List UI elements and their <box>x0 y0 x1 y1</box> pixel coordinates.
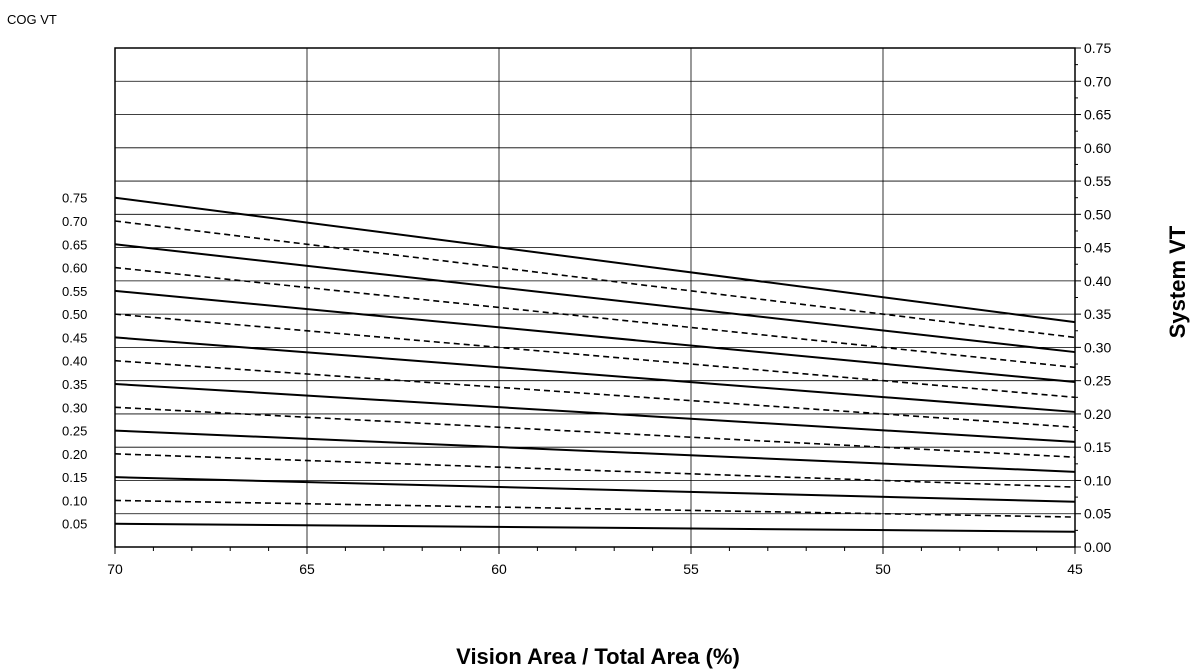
right-tick-label: 0.00 <box>1084 539 1111 555</box>
right-tick-label: 0.60 <box>1084 140 1111 156</box>
left-tick-label: 0.05 <box>62 517 87 532</box>
series-line-cog-0-05 <box>114 522 1076 533</box>
right-tick-label: 0.40 <box>1084 273 1111 289</box>
left-tick-label: 0.15 <box>62 470 87 485</box>
right-tick-label: 0.10 <box>1084 472 1111 488</box>
left-tick-label: 0.75 <box>62 191 87 206</box>
series-line-cog-0-30 <box>114 406 1076 458</box>
right-tick-label: 0.75 <box>1084 40 1111 56</box>
left-tick-label: 0.65 <box>62 237 87 252</box>
left-tick-label: 0.45 <box>62 330 87 345</box>
series-line-cog-0-60 <box>114 266 1076 369</box>
cog-vt-axis-label: COG VT <box>7 12 57 27</box>
grid-layer <box>115 47 1075 548</box>
x-tick-label: 45 <box>1067 561 1083 577</box>
y-axis-title: System VT <box>1165 225 1190 338</box>
series-line-cog-0-70 <box>114 220 1076 339</box>
right-tick-label: 0.05 <box>1084 506 1111 522</box>
left-tick-label: 0.55 <box>62 284 87 299</box>
x-tick-label: 70 <box>107 561 123 577</box>
series-line-cog-0-75 <box>114 196 1076 324</box>
right-tick-label: 0.20 <box>1084 406 1111 422</box>
right-tick-label: 0.55 <box>1084 173 1111 189</box>
x-tick-label: 65 <box>299 561 315 577</box>
left-tick-label: 0.35 <box>62 377 87 392</box>
left-tick-label: 0.60 <box>62 261 87 276</box>
series-line-cog-0-10 <box>114 499 1076 518</box>
x-tick-label: 60 <box>491 561 507 577</box>
left-tick-label: 0.20 <box>62 447 87 462</box>
right-tick-label: 0.70 <box>1084 73 1111 89</box>
x-tick-label: 50 <box>875 561 891 577</box>
ticks-layer: 0.00 0.05 0.10 0.15 0.20 0.25 0.30 0.35 0.40 0.45… <box>62 40 1111 577</box>
right-tick-label: 0.30 <box>1084 339 1111 355</box>
left-tick-label: 0.50 <box>62 307 87 322</box>
right-tick-label: 0.15 <box>1084 439 1111 455</box>
series-line-cog-0-40 <box>114 359 1076 429</box>
x-axis-title: Vision Area / Total Area (%) <box>456 644 740 669</box>
series-line-cog-0-20 <box>114 453 1076 488</box>
series-line-cog-0-15 <box>114 476 1076 503</box>
right-tick-label: 0.25 <box>1084 373 1111 389</box>
series-line-cog-0-45 <box>114 336 1076 413</box>
right-tick-label: 0.45 <box>1084 240 1111 256</box>
right-tick-label: 0.50 <box>1084 206 1111 222</box>
right-tick-label: 0.65 <box>1084 107 1111 123</box>
series-line-cog-0-55 <box>114 289 1076 383</box>
right-tick-label: 0.35 <box>1084 306 1111 322</box>
left-tick-label: 0.10 <box>62 493 87 508</box>
left-tick-label: 0.30 <box>62 400 87 415</box>
series-line-cog-0-50 <box>114 313 1076 399</box>
x-tick-label: 55 <box>683 561 699 577</box>
left-tick-label: 0.40 <box>62 354 87 369</box>
series-line-cog-0-65 <box>114 243 1076 354</box>
series-line-cog-0-35 <box>114 382 1076 443</box>
series-line-cog-0-25 <box>114 429 1076 473</box>
series-layer <box>114 196 1076 533</box>
left-tick-label: 0.25 <box>62 424 87 439</box>
left-tick-label: 0.70 <box>62 214 87 229</box>
